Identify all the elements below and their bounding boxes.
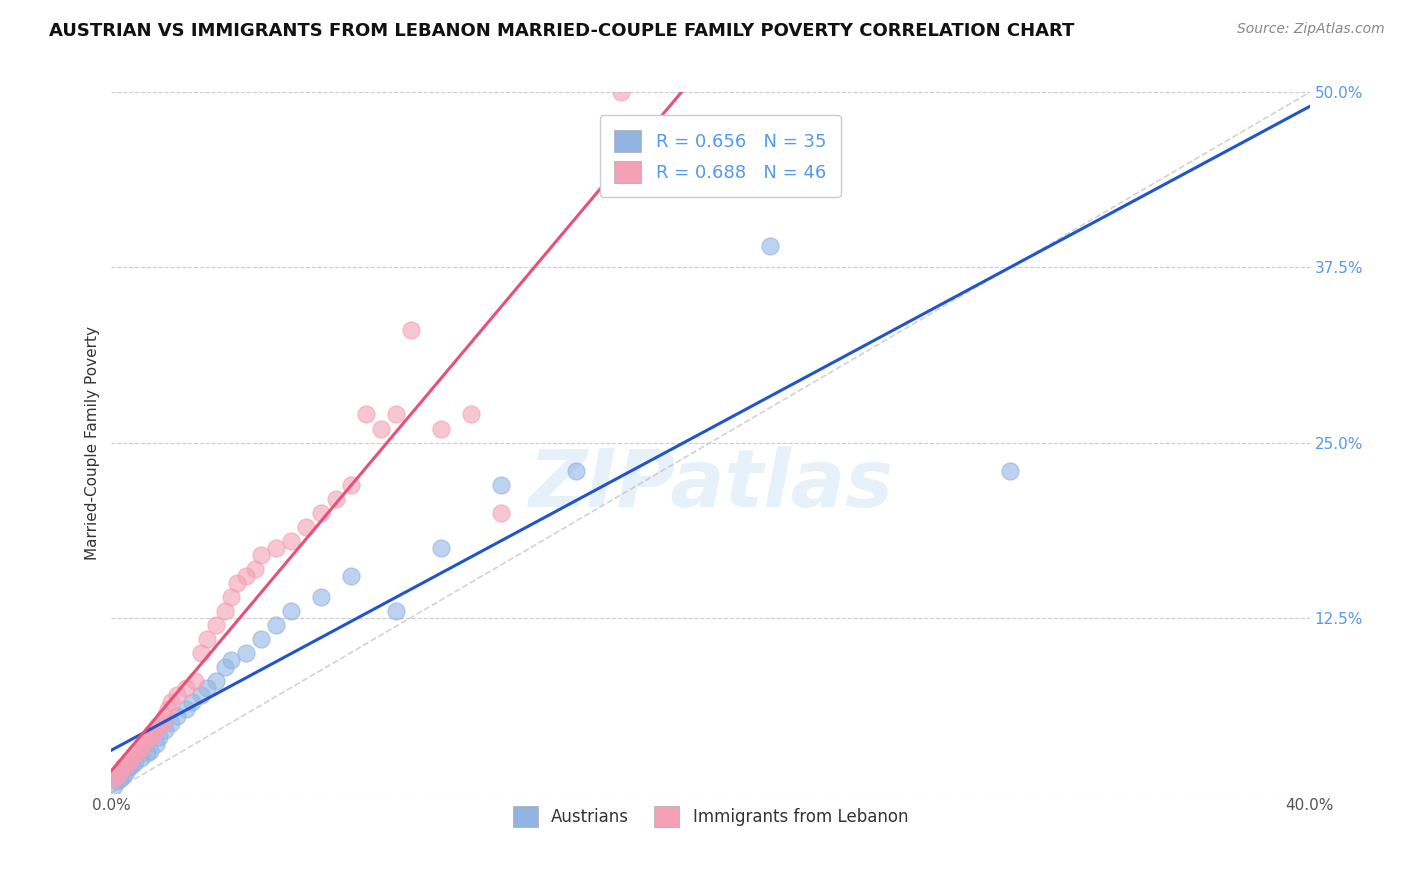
Point [250,548,273,562]
Point [205,673,228,688]
Point [219,652,242,666]
Point [354,408,377,422]
Point [250,632,273,646]
Point [370,421,392,435]
Y-axis label: Married-Couple Family Poverty: Married-Couple Family Poverty [86,326,100,559]
Point [998,463,1021,477]
Point [121,757,143,772]
Point [226,575,249,590]
Point [190,646,212,660]
Point [264,617,287,632]
Point [264,541,287,555]
Point [489,506,512,520]
Point [214,604,236,618]
Point [160,695,183,709]
Point [103,779,125,793]
Point [150,715,173,730]
Point [124,755,146,769]
Point [309,506,332,520]
Point [174,701,197,715]
Text: ZIPatlas: ZIPatlas [529,445,893,524]
Point [280,533,302,548]
Point [166,708,188,723]
Point [115,757,138,772]
Point [214,659,236,673]
Point [121,750,143,764]
Point [181,695,204,709]
Point [148,730,170,744]
Point [136,747,159,761]
Point [110,764,132,779]
Point [195,632,218,646]
Point [430,541,453,555]
Point [340,477,363,491]
Point [118,760,141,774]
Point [235,646,257,660]
Point [139,744,162,758]
Point [340,568,363,582]
Point [107,769,129,783]
Point [110,772,132,786]
Point [134,737,156,751]
Legend: Austrians, Immigrants from Lebanon: Austrians, Immigrants from Lebanon [506,799,915,833]
Point [325,491,347,506]
Point [205,617,228,632]
Point [127,744,149,758]
Point [142,727,165,741]
Point [280,604,302,618]
Point [157,701,180,715]
Point [174,681,197,695]
Point [564,463,586,477]
Point [118,755,141,769]
Point [107,774,129,789]
Point [460,408,482,422]
Point [115,764,138,779]
Point [219,590,242,604]
Point [430,421,453,435]
Text: AUSTRIAN VS IMMIGRANTS FROM LEBANON MARRIED-COUPLE FAMILY POVERTY CORRELATION CH: AUSTRIAN VS IMMIGRANTS FROM LEBANON MARR… [49,22,1074,40]
Point [131,740,153,755]
Point [136,732,159,747]
Point [184,673,207,688]
Point [103,772,125,786]
Point [131,750,153,764]
Point [609,86,631,100]
Point [759,239,782,253]
Point [112,769,135,783]
Point [385,604,408,618]
Point [160,715,183,730]
Point [155,723,177,737]
Point [145,723,167,737]
Point [190,688,212,702]
Point [399,323,422,337]
Point [145,737,167,751]
Point [139,730,162,744]
Point [385,408,408,422]
Point [309,590,332,604]
Point [124,747,146,761]
Point [295,519,318,533]
Point [243,561,266,575]
Point [489,477,512,491]
Point [155,708,177,723]
Point [235,568,257,582]
Point [195,681,218,695]
Text: Source: ZipAtlas.com: Source: ZipAtlas.com [1237,22,1385,37]
Point [148,718,170,732]
Point [112,760,135,774]
Point [166,688,188,702]
